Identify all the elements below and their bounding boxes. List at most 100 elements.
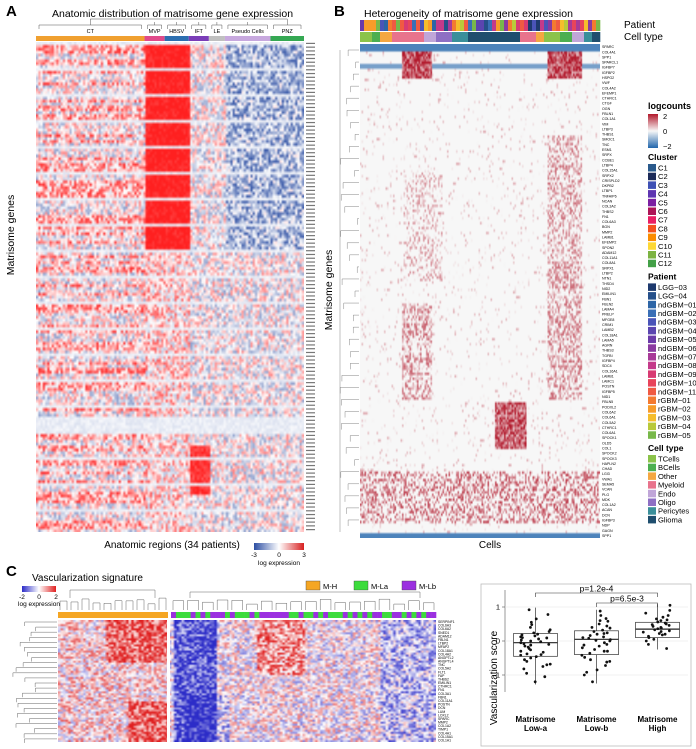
gene-label-tick — [306, 106, 315, 109]
patient-bar-segment — [372, 20, 377, 31]
gene-label-tick — [306, 193, 315, 195]
dendrogram-branch — [15, 667, 57, 672]
gene-label: IGFBP5 — [602, 390, 615, 394]
significance-bracket — [596, 602, 658, 607]
data-point — [652, 637, 656, 641]
legend-label: rGBM−04 — [658, 422, 691, 431]
gene-label-tick — [306, 284, 315, 286]
dendrogram-branch — [136, 599, 145, 610]
panel-a-region-bar: CT MVP HBSV IFT LE Pseudo Cells PNZ — [36, 29, 304, 41]
patient-bar-segment — [460, 20, 465, 31]
panel-b-title: Heterogeneity of matrisome gene expressi… — [364, 8, 573, 20]
group-bar-segment — [283, 612, 290, 618]
region-bar-hbsv — [164, 36, 189, 41]
data-point — [592, 630, 596, 633]
gene-label: LAMB1 — [602, 236, 614, 240]
gene-label: LAMC1 — [602, 380, 614, 384]
gene-label-tick — [306, 295, 315, 297]
group-bar-segment — [391, 612, 398, 618]
patient-bar-segment — [476, 20, 481, 31]
cell-type-bar-segment — [552, 32, 557, 42]
region-bar-ift — [188, 36, 209, 41]
boxplot: Vascularization score -101MatrisomeLow-a… — [480, 584, 692, 747]
gene-label: LAMA4 — [602, 308, 614, 312]
legend-swatch — [648, 172, 656, 181]
patient-bar-segment — [392, 20, 397, 31]
dendrogram-branch — [341, 194, 359, 201]
legend-swatch — [648, 164, 656, 172]
dendrogram-branch — [147, 22, 162, 29]
data-point — [529, 643, 533, 647]
gene-label: DCN — [438, 706, 446, 710]
panel-c-title: Vascularization signature — [32, 573, 143, 584]
gene-label: PLG — [602, 493, 609, 497]
dendrogram-branch — [22, 692, 57, 698]
data-point — [539, 653, 543, 656]
heatmap-cells — [58, 620, 436, 742]
group-bar-segment — [357, 612, 363, 618]
group-bar-segment — [224, 612, 231, 618]
legend-label: C5 — [658, 198, 668, 207]
cell-type-bar-segment — [432, 32, 437, 42]
gene-label: EMILIN1 — [438, 681, 451, 685]
data-point — [668, 609, 672, 612]
gene-label-tick — [306, 325, 315, 327]
cell-type-bar-segment — [360, 32, 365, 42]
patient-bar-segment — [572, 20, 577, 31]
gene-label-tick — [306, 431, 315, 433]
gene-label: FBLN5 — [602, 400, 613, 404]
cell-type-bar-segment — [520, 32, 525, 42]
data-point — [606, 649, 609, 653]
dendrogram-branch — [346, 110, 359, 117]
group-bar-segment — [406, 612, 412, 618]
cell-type-bar-segment — [456, 32, 461, 42]
dendrogram-branch — [350, 85, 359, 93]
gene-label-tick — [306, 57, 315, 60]
dendrogram-branch — [34, 728, 57, 733]
patient-bar-segment — [516, 20, 521, 31]
heatmap-split — [167, 620, 170, 742]
data-point — [608, 660, 612, 663]
gene-label-tick — [306, 393, 315, 395]
dendrogram-branch — [34, 682, 57, 687]
gene-label: SPON2 — [602, 246, 614, 250]
gene-label-tick — [306, 314, 315, 316]
panel-a-colorbar-tick: 0 — [277, 552, 281, 559]
legend-label: ndGBM−07 — [658, 353, 696, 362]
panel-a-colorbar — [254, 543, 304, 550]
gene-label-tick — [306, 121, 315, 124]
gene-label-tick — [306, 412, 315, 414]
dendrogram-branch — [341, 423, 359, 430]
gene-label: SEMA5 — [602, 483, 614, 487]
region-label: LE — [214, 29, 221, 35]
dendrogram-branch — [355, 61, 359, 69]
panel-c-colorbar-tick: 2 — [54, 594, 58, 601]
dendrogram-branch — [305, 601, 317, 610]
legend-label: Other — [658, 472, 677, 481]
region-label: IFT — [195, 29, 204, 35]
group-swatch — [305, 580, 321, 591]
patient-bar-segment — [552, 20, 557, 31]
data-point — [580, 653, 584, 657]
group-bar-segment — [269, 612, 275, 618]
patient-bar-segment — [364, 20, 369, 31]
group-bar-segment — [362, 612, 368, 618]
dendrogram-branch — [408, 600, 420, 610]
legend-swatch — [648, 190, 656, 198]
dendrogram-branch — [319, 599, 332, 610]
dendrogram-branch — [24, 621, 57, 626]
gene-label: MMP2 — [438, 721, 448, 725]
cell-type-bar-segment — [568, 32, 573, 42]
gene-label: COL5A2 — [602, 421, 616, 425]
gene-label-tick — [306, 423, 315, 425]
cell-type-bar-segment — [464, 32, 469, 42]
gene-label: FBLN2 — [602, 302, 613, 306]
data-point — [525, 671, 529, 675]
data-point — [534, 655, 538, 659]
gene-label: CTHRC1 — [438, 685, 452, 689]
dendrogram-branch — [35, 687, 57, 693]
cell-type-bar-segment — [448, 32, 453, 42]
patient-bar-segment — [452, 20, 457, 31]
data-point — [650, 623, 654, 627]
